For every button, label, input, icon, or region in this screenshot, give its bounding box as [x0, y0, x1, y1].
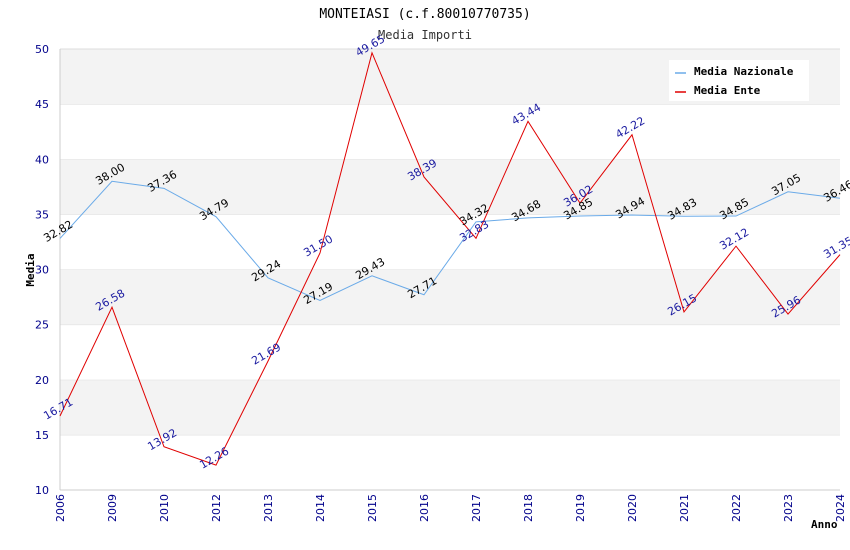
x-tick-label: 2014	[314, 494, 327, 522]
x-tick-label: 2022	[730, 494, 743, 522]
x-tick-label: 2009	[106, 494, 119, 522]
series-lines	[59, 51, 841, 466]
x-axis-ticks: 2006 2009 2010 2012 2013 2014 2015 2016 2017 2018…	[54, 494, 847, 522]
series-line-media-nazionale	[59, 180, 841, 302]
grid-bands	[60, 48, 840, 490]
x-tick-label: 2013	[262, 494, 275, 522]
legend-box	[669, 60, 809, 101]
legend-item-media-nazionale: Media Nazionale	[694, 65, 794, 78]
y-tick-label: 10	[35, 484, 49, 497]
legend-item-media-ente: Media Ente	[694, 84, 761, 97]
y-axis-label: Media	[24, 253, 37, 286]
y-axis-ticks: 10 15 20 25 30 35 40 45 50	[35, 43, 49, 497]
y-tick-label: 45	[35, 98, 49, 111]
x-tick-label: 2006	[54, 494, 67, 522]
y-tick-label: 20	[35, 374, 49, 387]
x-tick-label: 2018	[522, 494, 535, 522]
y-tick-label: 40	[35, 153, 49, 166]
x-tick-label: 2024	[834, 494, 847, 522]
x-tick-label: 2010	[158, 494, 171, 522]
x-tick-label: 2019	[574, 494, 587, 522]
plot-frame	[59, 49, 840, 491]
x-tick-label: 2021	[678, 494, 691, 522]
grid-band	[60, 104, 840, 160]
x-tick-label: 2023	[782, 494, 795, 522]
grid-band	[60, 434, 840, 490]
y-tick-label: 50	[35, 43, 49, 56]
x-tick-label: 2017	[470, 494, 483, 522]
grid-band	[60, 159, 840, 215]
grid-band	[60, 214, 840, 270]
y-tick-label: 15	[35, 429, 49, 442]
grid-band	[60, 324, 840, 380]
x-tick-label: 2012	[210, 494, 223, 522]
series-line-media-ente	[59, 51, 841, 466]
grid-band	[60, 269, 840, 325]
legend: Media Nazionale Media Ente	[669, 60, 809, 101]
grid-band	[60, 379, 840, 435]
x-tick-label: 2020	[626, 494, 639, 522]
y-tick-label: 25	[35, 319, 49, 332]
x-axis-label: Anno	[811, 518, 838, 531]
x-tick-label: 2015	[366, 494, 379, 522]
chart-title: MONTEIASI (c.f.80010770735)	[319, 7, 530, 22]
y-tick-label: 35	[35, 208, 49, 221]
y-tick-label: 30	[35, 264, 49, 277]
chart-subtitle: Media Importi	[378, 28, 472, 42]
x-tick-label: 2016	[418, 494, 431, 522]
